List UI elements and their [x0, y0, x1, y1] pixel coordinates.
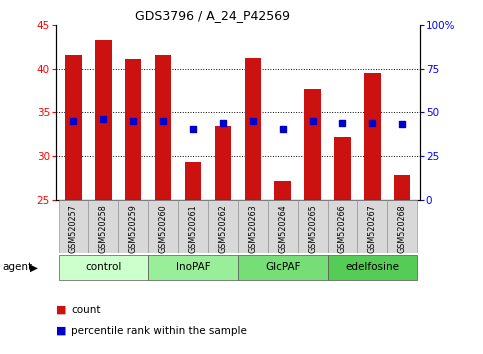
- Point: [398, 121, 406, 127]
- Text: GlcPAF: GlcPAF: [265, 262, 300, 272]
- Text: GSM520263: GSM520263: [248, 204, 257, 253]
- Text: GSM520257: GSM520257: [69, 204, 78, 253]
- Point: [189, 126, 197, 132]
- Bar: [327, 200, 357, 253]
- Text: GSM520268: GSM520268: [398, 204, 407, 253]
- Point: [279, 126, 286, 132]
- Text: GSM520261: GSM520261: [188, 204, 198, 253]
- Bar: [327, 255, 417, 280]
- Bar: [387, 200, 417, 253]
- Text: agent: agent: [2, 262, 32, 272]
- Bar: [148, 255, 238, 280]
- Text: GDS3796 / A_24_P42569: GDS3796 / A_24_P42569: [135, 9, 290, 22]
- Point: [129, 118, 137, 124]
- Text: ▶: ▶: [30, 262, 39, 272]
- Bar: [268, 200, 298, 253]
- Bar: [65, 56, 82, 200]
- Bar: [118, 200, 148, 253]
- Bar: [274, 181, 291, 200]
- Bar: [148, 200, 178, 253]
- Bar: [357, 200, 387, 253]
- Point: [249, 118, 256, 124]
- Bar: [334, 137, 351, 200]
- Bar: [178, 200, 208, 253]
- Text: control: control: [85, 262, 122, 272]
- Bar: [88, 200, 118, 253]
- Bar: [394, 176, 411, 200]
- Point: [369, 120, 376, 126]
- Bar: [215, 126, 231, 200]
- Bar: [208, 200, 238, 253]
- Bar: [58, 200, 88, 253]
- Text: GSM520265: GSM520265: [308, 204, 317, 253]
- Text: InoPAF: InoPAF: [176, 262, 211, 272]
- Bar: [364, 73, 381, 200]
- Bar: [298, 200, 327, 253]
- Text: GSM520266: GSM520266: [338, 204, 347, 253]
- Bar: [244, 58, 261, 200]
- Point: [309, 118, 316, 124]
- Point: [219, 120, 227, 126]
- Text: count: count: [71, 305, 101, 315]
- Text: GSM520259: GSM520259: [129, 204, 138, 253]
- Bar: [238, 200, 268, 253]
- Point: [99, 116, 107, 122]
- Bar: [125, 59, 142, 200]
- Text: ■: ■: [56, 326, 66, 336]
- Text: GSM520260: GSM520260: [158, 204, 168, 253]
- Bar: [304, 89, 321, 200]
- Text: GSM520264: GSM520264: [278, 204, 287, 253]
- Text: percentile rank within the sample: percentile rank within the sample: [71, 326, 247, 336]
- Bar: [185, 162, 201, 200]
- Bar: [238, 255, 327, 280]
- Bar: [95, 40, 112, 200]
- Point: [339, 120, 346, 126]
- Point: [159, 118, 167, 124]
- Bar: [58, 255, 148, 280]
- Text: GSM520258: GSM520258: [99, 204, 108, 253]
- Text: GSM520267: GSM520267: [368, 204, 377, 253]
- Text: edelfosine: edelfosine: [345, 262, 399, 272]
- Text: ■: ■: [56, 305, 66, 315]
- Point: [70, 118, 77, 124]
- Text: GSM520262: GSM520262: [218, 204, 227, 253]
- Bar: [155, 56, 171, 200]
